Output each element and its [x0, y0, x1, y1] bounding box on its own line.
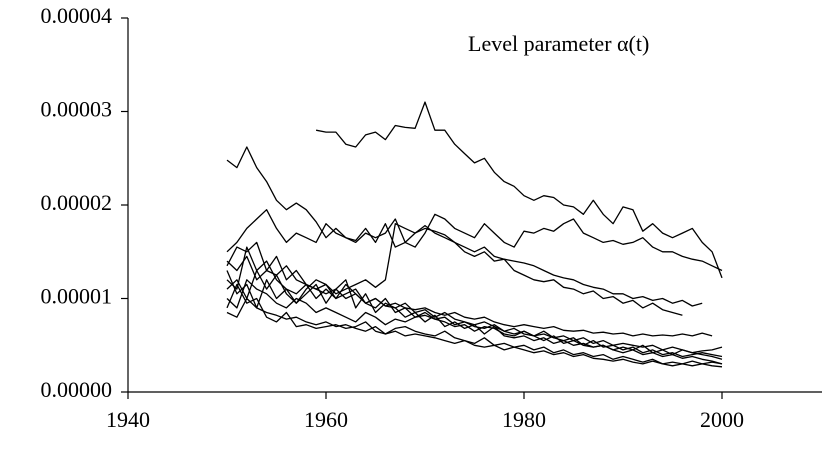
y-tick-label: 0.00003 — [41, 97, 113, 122]
series-line — [226, 283, 723, 365]
series-line — [226, 297, 723, 368]
series-line — [226, 246, 723, 358]
x-tick-label: 2000 — [700, 407, 744, 432]
series-line — [315, 101, 723, 279]
series-line — [226, 270, 723, 356]
y-tick-label: 0.00000 — [41, 377, 113, 402]
series-line — [226, 279, 723, 365]
x-tick-label: 1960 — [304, 407, 348, 432]
y-tick-label: 0.00004 — [41, 3, 113, 28]
series-line — [226, 209, 723, 272]
series-line — [226, 269, 723, 360]
x-tick-label: 1940 — [106, 407, 150, 432]
y-tick-label: 0.00002 — [41, 190, 113, 215]
x-tick-label: 1980 — [502, 407, 546, 432]
series-line — [226, 241, 713, 337]
annotation: Level parameter α(t) — [468, 31, 649, 56]
y-tick-label: 0.00001 — [41, 284, 113, 309]
series-line — [226, 223, 703, 307]
series-line — [226, 146, 683, 316]
